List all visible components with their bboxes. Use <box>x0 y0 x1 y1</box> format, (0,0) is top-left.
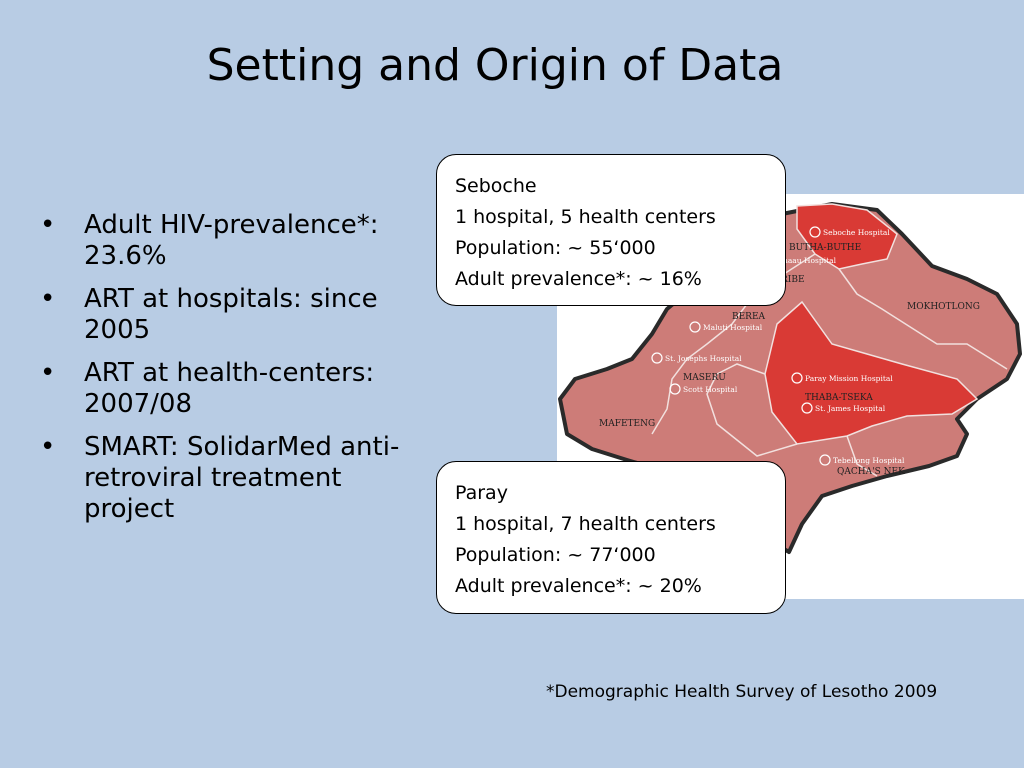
label-mafeteng: MAFETENG <box>599 419 655 429</box>
callout-paray-population: Population: ~ 77‘000 <box>455 544 656 566</box>
label-berea: BEREA <box>732 312 766 322</box>
label-leribe: RIBE <box>781 275 805 285</box>
bullet-smart-project: SMART: SolidarMed anti-retroviral treatm… <box>40 432 435 525</box>
callout-seboche: Seboche 1 hospital, 5 health centers Pop… <box>436 154 786 306</box>
bullet-hiv-prevalence: Adult HIV-prevalence*: 23.6% <box>40 210 435 272</box>
hospital-leribe: haau Hospital <box>783 256 837 265</box>
hospital-icon <box>651 352 663 364</box>
hospital-icon <box>669 383 681 395</box>
hospital-icon <box>819 454 831 466</box>
label-thaba-tseka: THABA-TSEKA <box>805 393 873 403</box>
hospital-tebellong: Tebellong Hospital <box>819 454 905 466</box>
slide-title: Setting and Origin of Data <box>206 40 784 91</box>
district-paray-highlight <box>764 300 979 445</box>
hospital-icon <box>689 321 701 333</box>
district-seboche-highlight <box>796 203 898 270</box>
hospital-scott-label: Scott Hospital <box>683 385 738 394</box>
callout-seboche-population: Population: ~ 55‘000 <box>455 237 656 259</box>
callout-paray-facilities: 1 hospital, 7 health centers <box>455 513 716 535</box>
callout-seboche-facilities: 1 hospital, 5 health centers <box>455 206 716 228</box>
callout-paray-name: Paray <box>455 482 508 504</box>
hospital-icon <box>801 402 813 414</box>
hospital-paray: Paray Mission Hospital <box>791 372 893 384</box>
hospital-paray-label: Paray Mission Hospital <box>805 374 893 383</box>
callout-seboche-name: Seboche <box>455 175 537 197</box>
callout-seboche-prevalence: Adult prevalence*: ~ 16% <box>455 268 702 290</box>
hospital-leribe-label: haau Hospital <box>783 256 837 265</box>
hospital-icon <box>809 226 821 238</box>
bullet-list: Adult HIV-prevalence*: 23.6% ART at hosp… <box>40 210 435 537</box>
hospital-st-joseph: St. Josephs Hospital <box>651 352 742 364</box>
label-butha-buthe: BUTHA-BUTHE <box>789 243 861 253</box>
callout-paray: Paray 1 hospital, 7 health centers Popul… <box>436 461 786 614</box>
hospital-st-james-label: St. James Hospital <box>815 404 886 413</box>
hospital-maluti: Maluti Hospital <box>689 321 763 333</box>
hospital-tebellong-label: Tebellong Hospital <box>833 456 905 465</box>
hospital-seboche-label: Seboche Hospital <box>823 228 890 237</box>
hospital-st-joseph-label: St. Josephs Hospital <box>665 354 742 363</box>
footnote: *Demographic Health Survey of Lesotho 20… <box>546 682 938 702</box>
hospital-seboche: Seboche Hospital <box>809 226 890 238</box>
callout-paray-prevalence: Adult prevalence*: ~ 20% <box>455 575 702 597</box>
hospital-maluti-label: Maluti Hospital <box>703 323 763 332</box>
hospital-st-james: St. James Hospital <box>801 402 886 414</box>
bullet-art-hospitals: ART at hospitals: since 2005 <box>40 284 435 346</box>
label-maseru: MASERU <box>683 373 726 383</box>
label-mokhotlong: MOKHOTLONG <box>907 302 980 312</box>
label-qachas-nek: QACHA'S NEK <box>837 467 905 477</box>
hospital-icon <box>791 372 803 384</box>
hospital-scott: Scott Hospital <box>669 383 738 395</box>
bullet-art-health-centers: ART at health-centers: 2007/08 <box>40 358 435 420</box>
